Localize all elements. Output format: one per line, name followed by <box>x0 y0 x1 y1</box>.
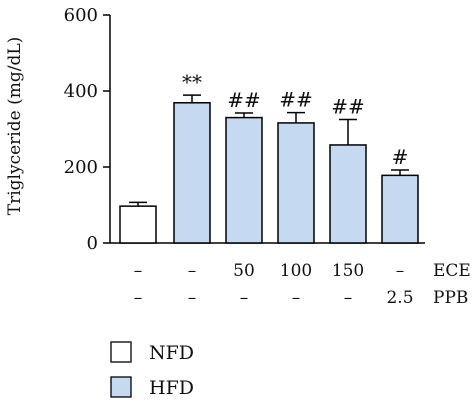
significance-label: # <box>392 145 409 169</box>
legend: NFD HFD <box>110 341 194 399</box>
treatment-cell: – <box>134 261 143 281</box>
bar <box>277 122 315 244</box>
y-axis-label: Triglyceride (mg/dL) <box>5 37 25 215</box>
y-tick-label: 400 <box>64 81 98 102</box>
treatment-row-label: PPB <box>433 288 468 308</box>
bar <box>173 102 211 244</box>
y-tick-label: 600 <box>64 5 98 26</box>
treatment-cell: – <box>396 261 405 281</box>
treatment-cell: – <box>134 288 143 308</box>
treatment-cell: 150 <box>332 261 364 281</box>
treatment-row-label: ECE <box>433 261 471 281</box>
bar <box>119 205 157 244</box>
treatment-cell: – <box>240 288 249 308</box>
bar <box>225 116 263 244</box>
treatment-cell: 2.5 <box>386 288 413 308</box>
treatment-cell: – <box>188 288 197 308</box>
treatment-cell: – <box>292 288 301 308</box>
treatment-cell: 100 <box>280 261 312 281</box>
legend-swatch <box>110 376 132 398</box>
treatment-cell: – <box>188 261 197 281</box>
treatment-cell: – <box>344 288 353 308</box>
y-axis-ticks: 0 200 400 600 <box>64 5 110 254</box>
significance-label: ## <box>279 88 313 112</box>
y-tick-label: 200 <box>64 157 98 178</box>
legend-label: NFD <box>149 342 194 364</box>
treatment-cell: 50 <box>233 261 255 281</box>
treatment-rows: – – 50 100 150 – ECE – – – – – 2.5 PPB <box>134 261 471 308</box>
bars-group: **## ## ### <box>119 70 419 244</box>
bar <box>381 174 419 244</box>
legend-swatch <box>110 341 132 363</box>
legend-label: HFD <box>149 377 194 399</box>
y-tick-label: 0 <box>87 233 98 254</box>
significance-label: ## <box>331 95 365 119</box>
significance-label: ## <box>227 88 261 112</box>
significance-label: ** <box>182 70 202 94</box>
bar <box>329 144 367 244</box>
